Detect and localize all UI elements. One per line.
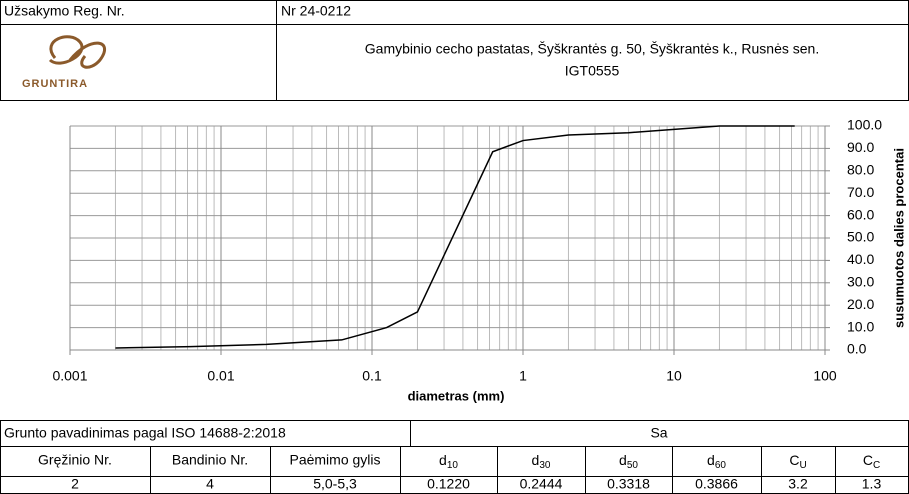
y-tick-label: 0.0 bbox=[847, 341, 867, 357]
header-base: C bbox=[863, 452, 873, 468]
table-cell: 1.3 bbox=[862, 476, 882, 492]
column-header: Bandinio Nr. bbox=[172, 452, 248, 468]
y-tick-label: 80.0 bbox=[847, 162, 874, 178]
order-label: Užsakymo Reg. Nr. bbox=[4, 3, 125, 19]
data-line bbox=[115, 125, 795, 349]
table-cell: 5,0-5,3 bbox=[313, 476, 357, 492]
y-axis-label: susumuotos dalies procentai bbox=[891, 148, 906, 328]
title-line: IGT0555 bbox=[565, 63, 620, 79]
y-tick-label: 10.0 bbox=[847, 318, 874, 334]
column-header: Gręžinio Nr. bbox=[38, 452, 112, 468]
order-number: Nr 24-0212 bbox=[281, 3, 351, 19]
header-sub: C bbox=[873, 460, 880, 471]
x-tick-label: 0.1 bbox=[362, 368, 382, 384]
table-cell: 4 bbox=[206, 476, 214, 492]
y-tick-label: 90.0 bbox=[847, 139, 874, 155]
header-sub: U bbox=[799, 460, 806, 471]
table-cell: 0.2444 bbox=[520, 476, 563, 492]
y-tick-label: 50.0 bbox=[847, 229, 874, 245]
column-header: d50 bbox=[619, 452, 638, 471]
y-tick-label: 30.0 bbox=[847, 274, 874, 290]
header-sub: 60 bbox=[715, 460, 727, 471]
y-tick-label: 100.0 bbox=[847, 117, 882, 133]
x-tick-label: 1 bbox=[519, 368, 527, 384]
header-sub: 50 bbox=[627, 460, 639, 471]
title-line: Gamybinio cecho pastatas, Šyškrantės g. … bbox=[365, 41, 819, 57]
y-tick-label: 40.0 bbox=[847, 251, 874, 267]
y-tick-label: 20.0 bbox=[847, 296, 874, 312]
column-header: CC bbox=[863, 452, 880, 471]
x-tick-label: 100 bbox=[813, 368, 837, 384]
table-cell: 0.3318 bbox=[607, 476, 650, 492]
y-tick-label: 70.0 bbox=[847, 184, 874, 200]
table-title: Grunto pavadinimas pagal ISO 14688-2:201… bbox=[4, 425, 286, 441]
header-base: d bbox=[439, 452, 447, 468]
y-tick-label: 60.0 bbox=[847, 206, 874, 222]
x-tick-label: 0.001 bbox=[52, 368, 87, 384]
column-header: CU bbox=[789, 452, 806, 471]
column-header: Paėmimo gylis bbox=[289, 452, 380, 468]
cell bbox=[276, 0, 909, 25]
column-header: d30 bbox=[532, 452, 551, 471]
header-sub: 30 bbox=[539, 460, 551, 471]
header-base: d bbox=[532, 452, 540, 468]
soil-type: Sa bbox=[650, 425, 667, 441]
header-base: C bbox=[789, 452, 799, 468]
x-axis-label: diametras (mm) bbox=[408, 388, 505, 403]
header-base: d bbox=[707, 452, 715, 468]
table-cell: 0.1220 bbox=[427, 476, 470, 492]
header-sub: 10 bbox=[447, 460, 459, 471]
table-cell: 2 bbox=[71, 476, 79, 492]
table-cell: 0.3866 bbox=[695, 476, 738, 492]
logo bbox=[48, 35, 107, 69]
column-header: d60 bbox=[707, 452, 726, 471]
column-header: d10 bbox=[439, 452, 458, 471]
x-tick-label: 0.01 bbox=[207, 368, 234, 384]
logo-text: GRUNTIRA bbox=[22, 78, 88, 90]
header-base: d bbox=[619, 452, 627, 468]
x-tick-label: 10 bbox=[666, 368, 682, 384]
table-cell: 3.2 bbox=[788, 476, 808, 492]
